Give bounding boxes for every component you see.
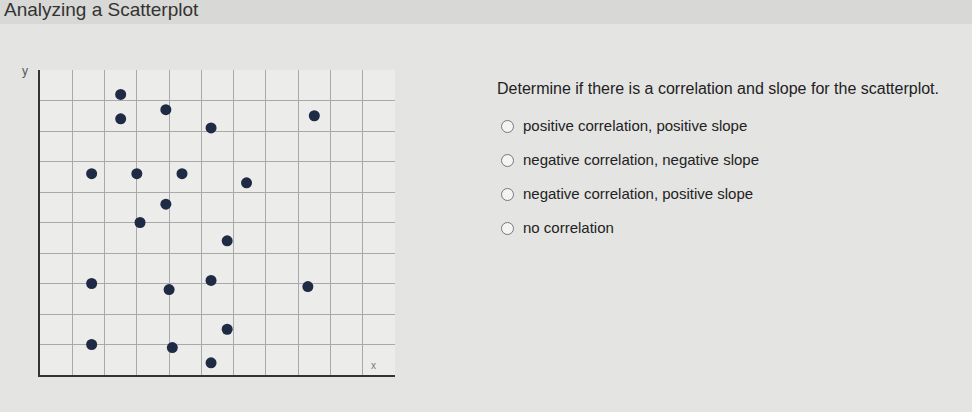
html-text:negative correlation, negative: negative correlation, negative slope: [523, 151, 759, 168]
html-text:negative correlation, positive: negative correlation, positive slope: [523, 185, 754, 202]
html-text:positive correlation, positive: positive correlation, positive slope: [523, 117, 748, 134]
html-text:Analyzing a Scatterplot: Analyzing a Scatterplot: [4, 0, 199, 20]
svg-text:x: x: [371, 360, 376, 371]
html-text:Determine if there is a correl: Determine if there is a correlation and …: [497, 80, 939, 97]
svg-text:y: y: [22, 64, 28, 78]
html-text:no correlation: no correlation: [523, 219, 614, 236]
